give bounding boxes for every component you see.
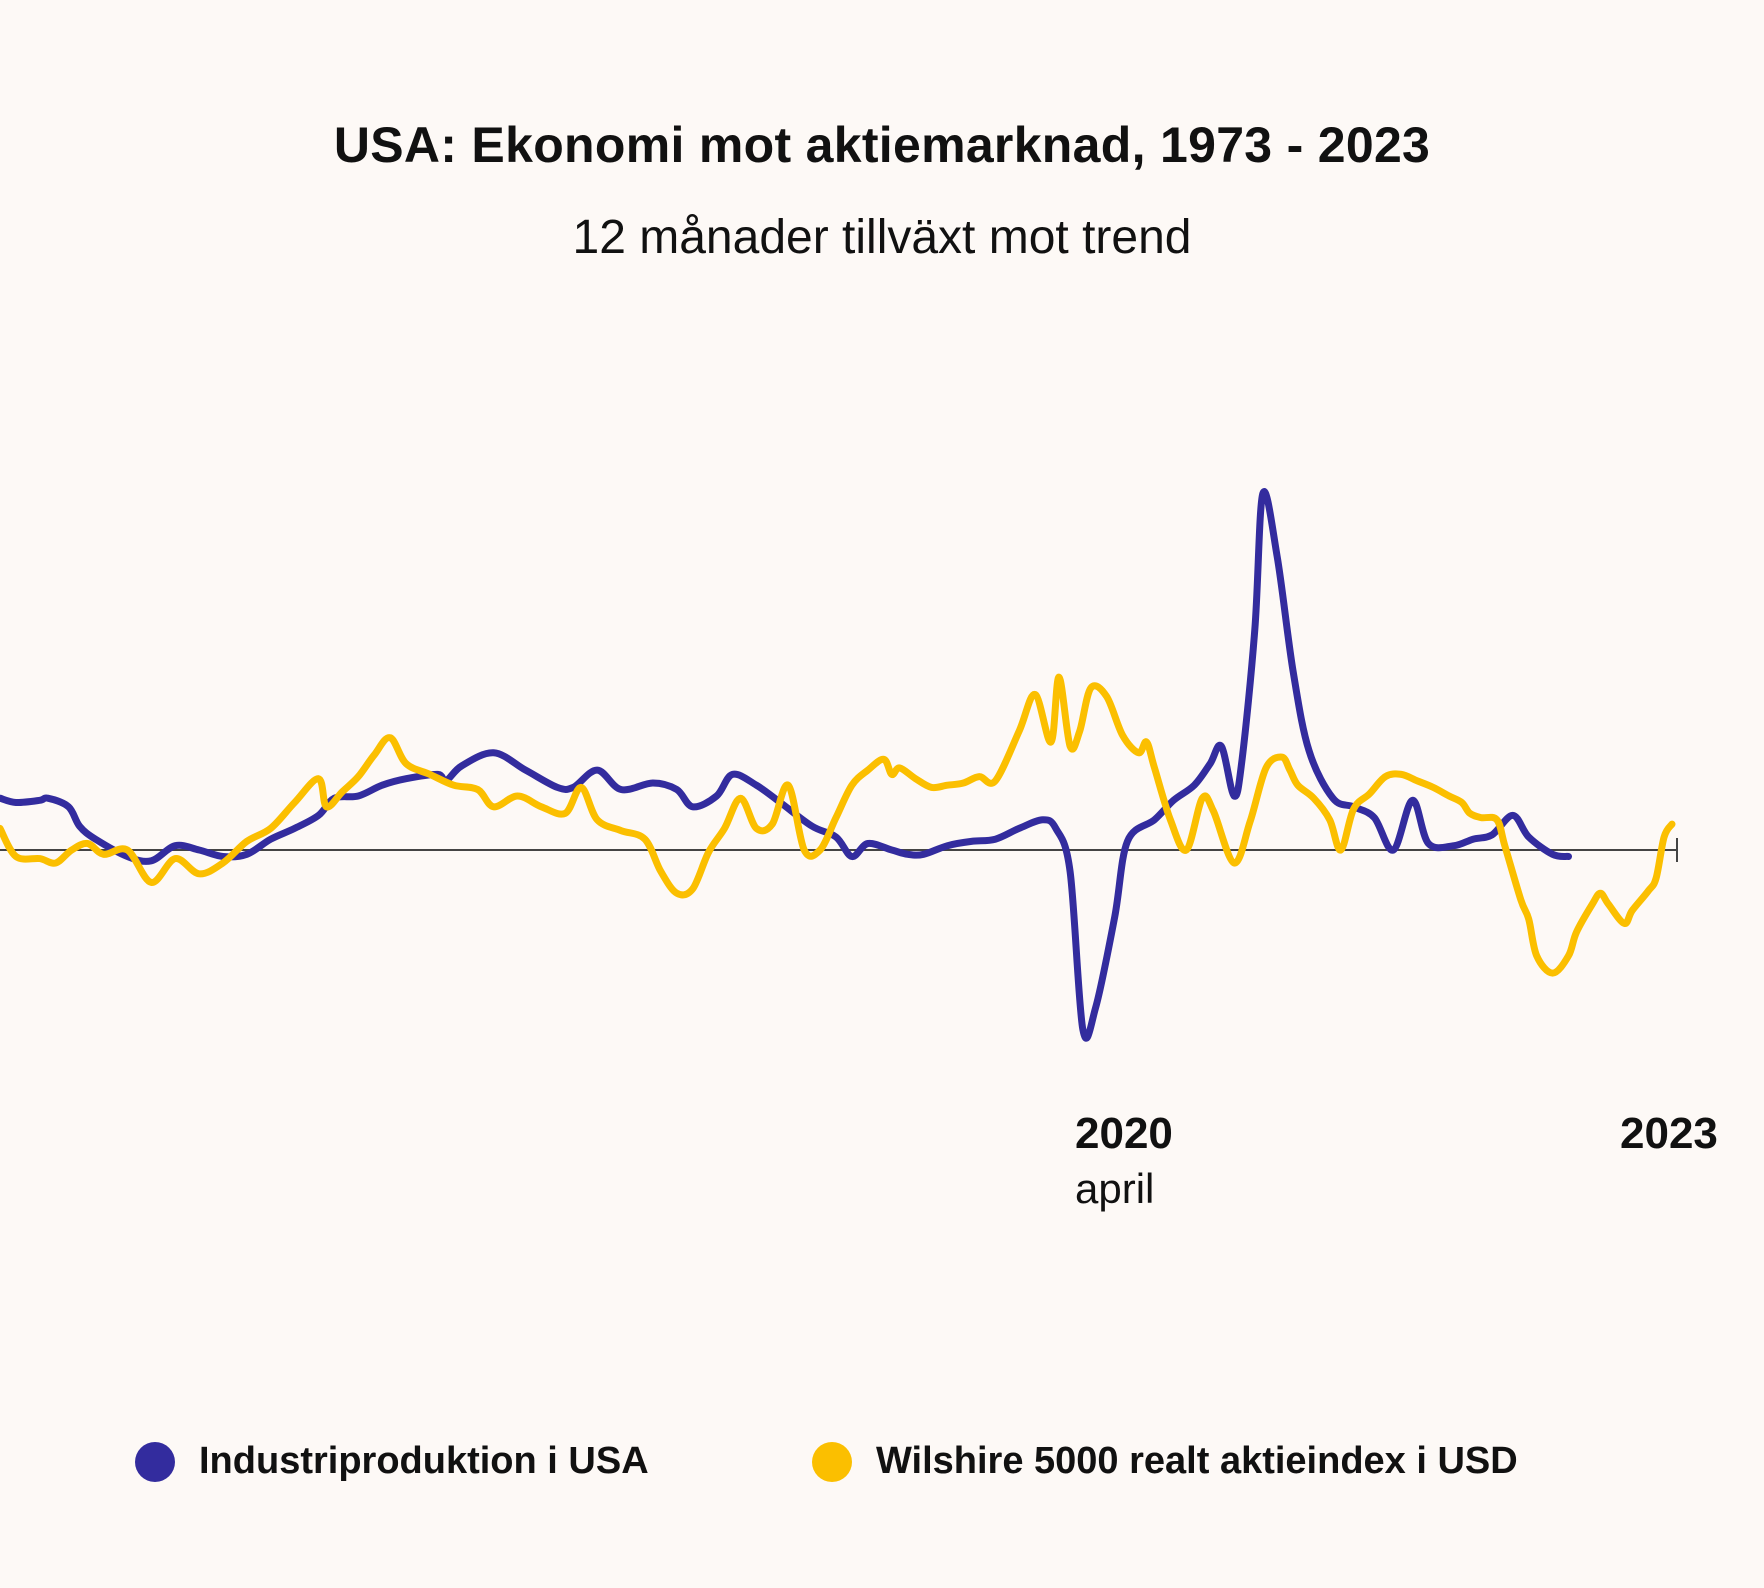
legend-dot-industriproduktion xyxy=(135,1441,175,1482)
x-tick-label-2020: 2020 xyxy=(1075,1109,1173,1158)
series-line-industriproduktion xyxy=(0,488,1572,1042)
series-line-wilshire xyxy=(0,673,1676,977)
legend-label-wilshire: Wilshire 5000 realt aktieindex i USD xyxy=(876,1440,1518,1482)
chart-title: USA: Ekonomi mot aktiemarknad, 1973 - 20… xyxy=(333,117,1431,173)
x-tick-label-2023: 2023 xyxy=(1620,1109,1718,1158)
legend-label-industriproduktion: Industriproduktion i USA xyxy=(199,1440,649,1482)
legend-dot-wilshire xyxy=(812,1441,852,1482)
legend: Industriproduktion i USA Wilshire 5000 r… xyxy=(0,1440,1764,1500)
legend-item-industriproduktion[interactable]: Industriproduktion i USA xyxy=(135,1440,649,1483)
legend-item-wilshire[interactable]: Wilshire 5000 realt aktieindex i USD xyxy=(812,1440,1518,1483)
x-tick-sublabel-2020: april xyxy=(1075,1165,1154,1212)
chart-subtitle: 12 månader tillväxt mot trend xyxy=(572,211,1192,264)
